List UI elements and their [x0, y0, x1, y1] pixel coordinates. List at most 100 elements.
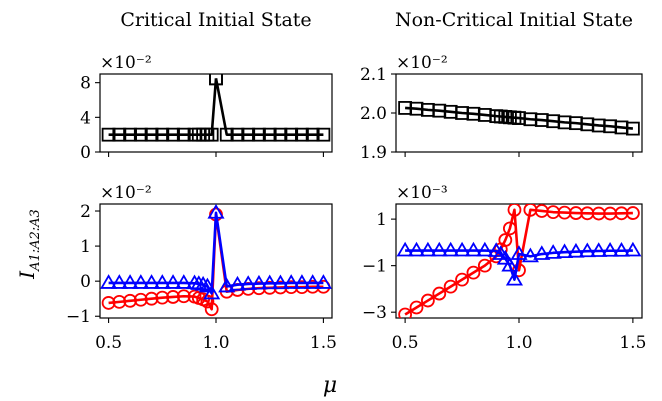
- data-point: [502, 221, 517, 236]
- data-point: [144, 127, 159, 142]
- data-point: [209, 74, 223, 86]
- data-point: [273, 127, 288, 142]
- data-point: [239, 275, 257, 290]
- panel-noncritical-total: ×10⁻² 1.9 2.0 2.1: [360, 53, 643, 163]
- data-point: [133, 127, 148, 142]
- data-point: [496, 249, 514, 265]
- data-point: [198, 277, 216, 293]
- axis-multiplier: ×10⁻²: [100, 183, 152, 203]
- data-point: [567, 242, 585, 258]
- panel-noncritical-partial: ×10⁻³ −3 −1 1 0.5 1.0 1.5: [362, 183, 646, 353]
- data-point: [420, 293, 435, 308]
- data-point: [521, 247, 539, 263]
- data-point: [175, 274, 193, 289]
- x-tick-label: 0.5: [95, 333, 122, 353]
- panel-critical-partial: ×10⁻² −1 0 1 2 0.5 1.0 1.5: [66, 183, 337, 353]
- data-point: [100, 274, 118, 289]
- data-point: [476, 241, 494, 257]
- x-tick-label: 0.5: [392, 333, 419, 353]
- y-tick-label: −1: [362, 257, 387, 277]
- data-point: [133, 292, 148, 307]
- data-point: [101, 127, 116, 142]
- axis-multiplier: ×10⁻²: [396, 53, 448, 73]
- data-point: [250, 274, 268, 290]
- y-tick-label: 2.1: [360, 65, 387, 85]
- data-point: [466, 265, 481, 280]
- y-tick-label: 1: [80, 237, 91, 257]
- y-tick-label: 4: [80, 108, 91, 128]
- data-point: [112, 294, 127, 309]
- data-point: [464, 241, 483, 257]
- y-tick-label: 2: [80, 202, 91, 222]
- data-point: [207, 204, 225, 219]
- data-point: [284, 127, 299, 142]
- data-point: [110, 274, 128, 289]
- plot-area: [398, 101, 640, 136]
- y-tick-label: 0: [80, 272, 91, 292]
- data-point: [544, 244, 562, 259]
- data-point: [241, 127, 256, 142]
- x-axis-label: μ: [323, 373, 337, 398]
- series-line: [404, 208, 633, 316]
- data-point: [612, 241, 631, 257]
- data-point: [624, 241, 642, 257]
- data-point: [218, 277, 236, 293]
- data-point: [501, 256, 519, 272]
- data-point: [230, 127, 245, 142]
- data-point: [442, 241, 460, 257]
- data-point: [625, 206, 640, 220]
- data-point: [101, 296, 116, 310]
- data-point: [121, 274, 139, 289]
- y-tick-label: −3: [362, 303, 387, 323]
- data-point: [396, 241, 414, 257]
- data-point: [398, 307, 413, 318]
- axis-multiplier: ×10⁻²: [100, 53, 152, 73]
- data-point: [132, 274, 150, 289]
- data-point: [305, 127, 320, 142]
- y-tick-label: 8: [80, 74, 91, 94]
- data-point: [271, 274, 290, 290]
- data-point: [304, 274, 322, 289]
- y-tick-label: −1: [66, 307, 91, 327]
- title-critical: Critical Initial State: [120, 9, 311, 31]
- y-label-sub: A1:A2:A3: [28, 209, 43, 272]
- series-line: [108, 78, 218, 136]
- data-point: [123, 293, 137, 308]
- data-point: [578, 242, 596, 258]
- data-point: [166, 290, 180, 304]
- data-point: [261, 274, 279, 290]
- data-point: [443, 279, 458, 294]
- data-point: [166, 127, 180, 142]
- data-point: [155, 290, 170, 305]
- title-non-critical: Non-Critical Initial State: [395, 9, 633, 31]
- data-point: [505, 270, 524, 286]
- data-point: [164, 274, 182, 289]
- data-point: [601, 241, 619, 257]
- data-point: [262, 127, 277, 142]
- plot-area: [100, 204, 332, 317]
- data-point: [316, 127, 331, 142]
- y-tick-label: 1: [376, 210, 387, 230]
- data-point: [533, 245, 551, 260]
- data-point: [252, 127, 266, 142]
- data-point: [204, 127, 219, 142]
- data-point: [419, 241, 437, 257]
- axis-multiplier: ×10⁻³: [396, 183, 448, 203]
- x-tick-label: 1.0: [505, 333, 532, 353]
- x-tick-label: 1.5: [310, 333, 337, 353]
- plot-area: [101, 74, 331, 142]
- data-point: [295, 127, 309, 142]
- data-point: [432, 286, 447, 301]
- series-line: [214, 78, 324, 136]
- data-point: [314, 274, 332, 289]
- data-point: [203, 284, 221, 300]
- data-point: [430, 241, 448, 257]
- data-point: [176, 289, 191, 304]
- data-point: [194, 275, 212, 291]
- data-point: [153, 274, 171, 289]
- data-point: [155, 127, 170, 142]
- data-point: [219, 127, 234, 142]
- data-point: [510, 245, 528, 260]
- panel-critical-total: ×10⁻² 0 4 8: [80, 53, 333, 163]
